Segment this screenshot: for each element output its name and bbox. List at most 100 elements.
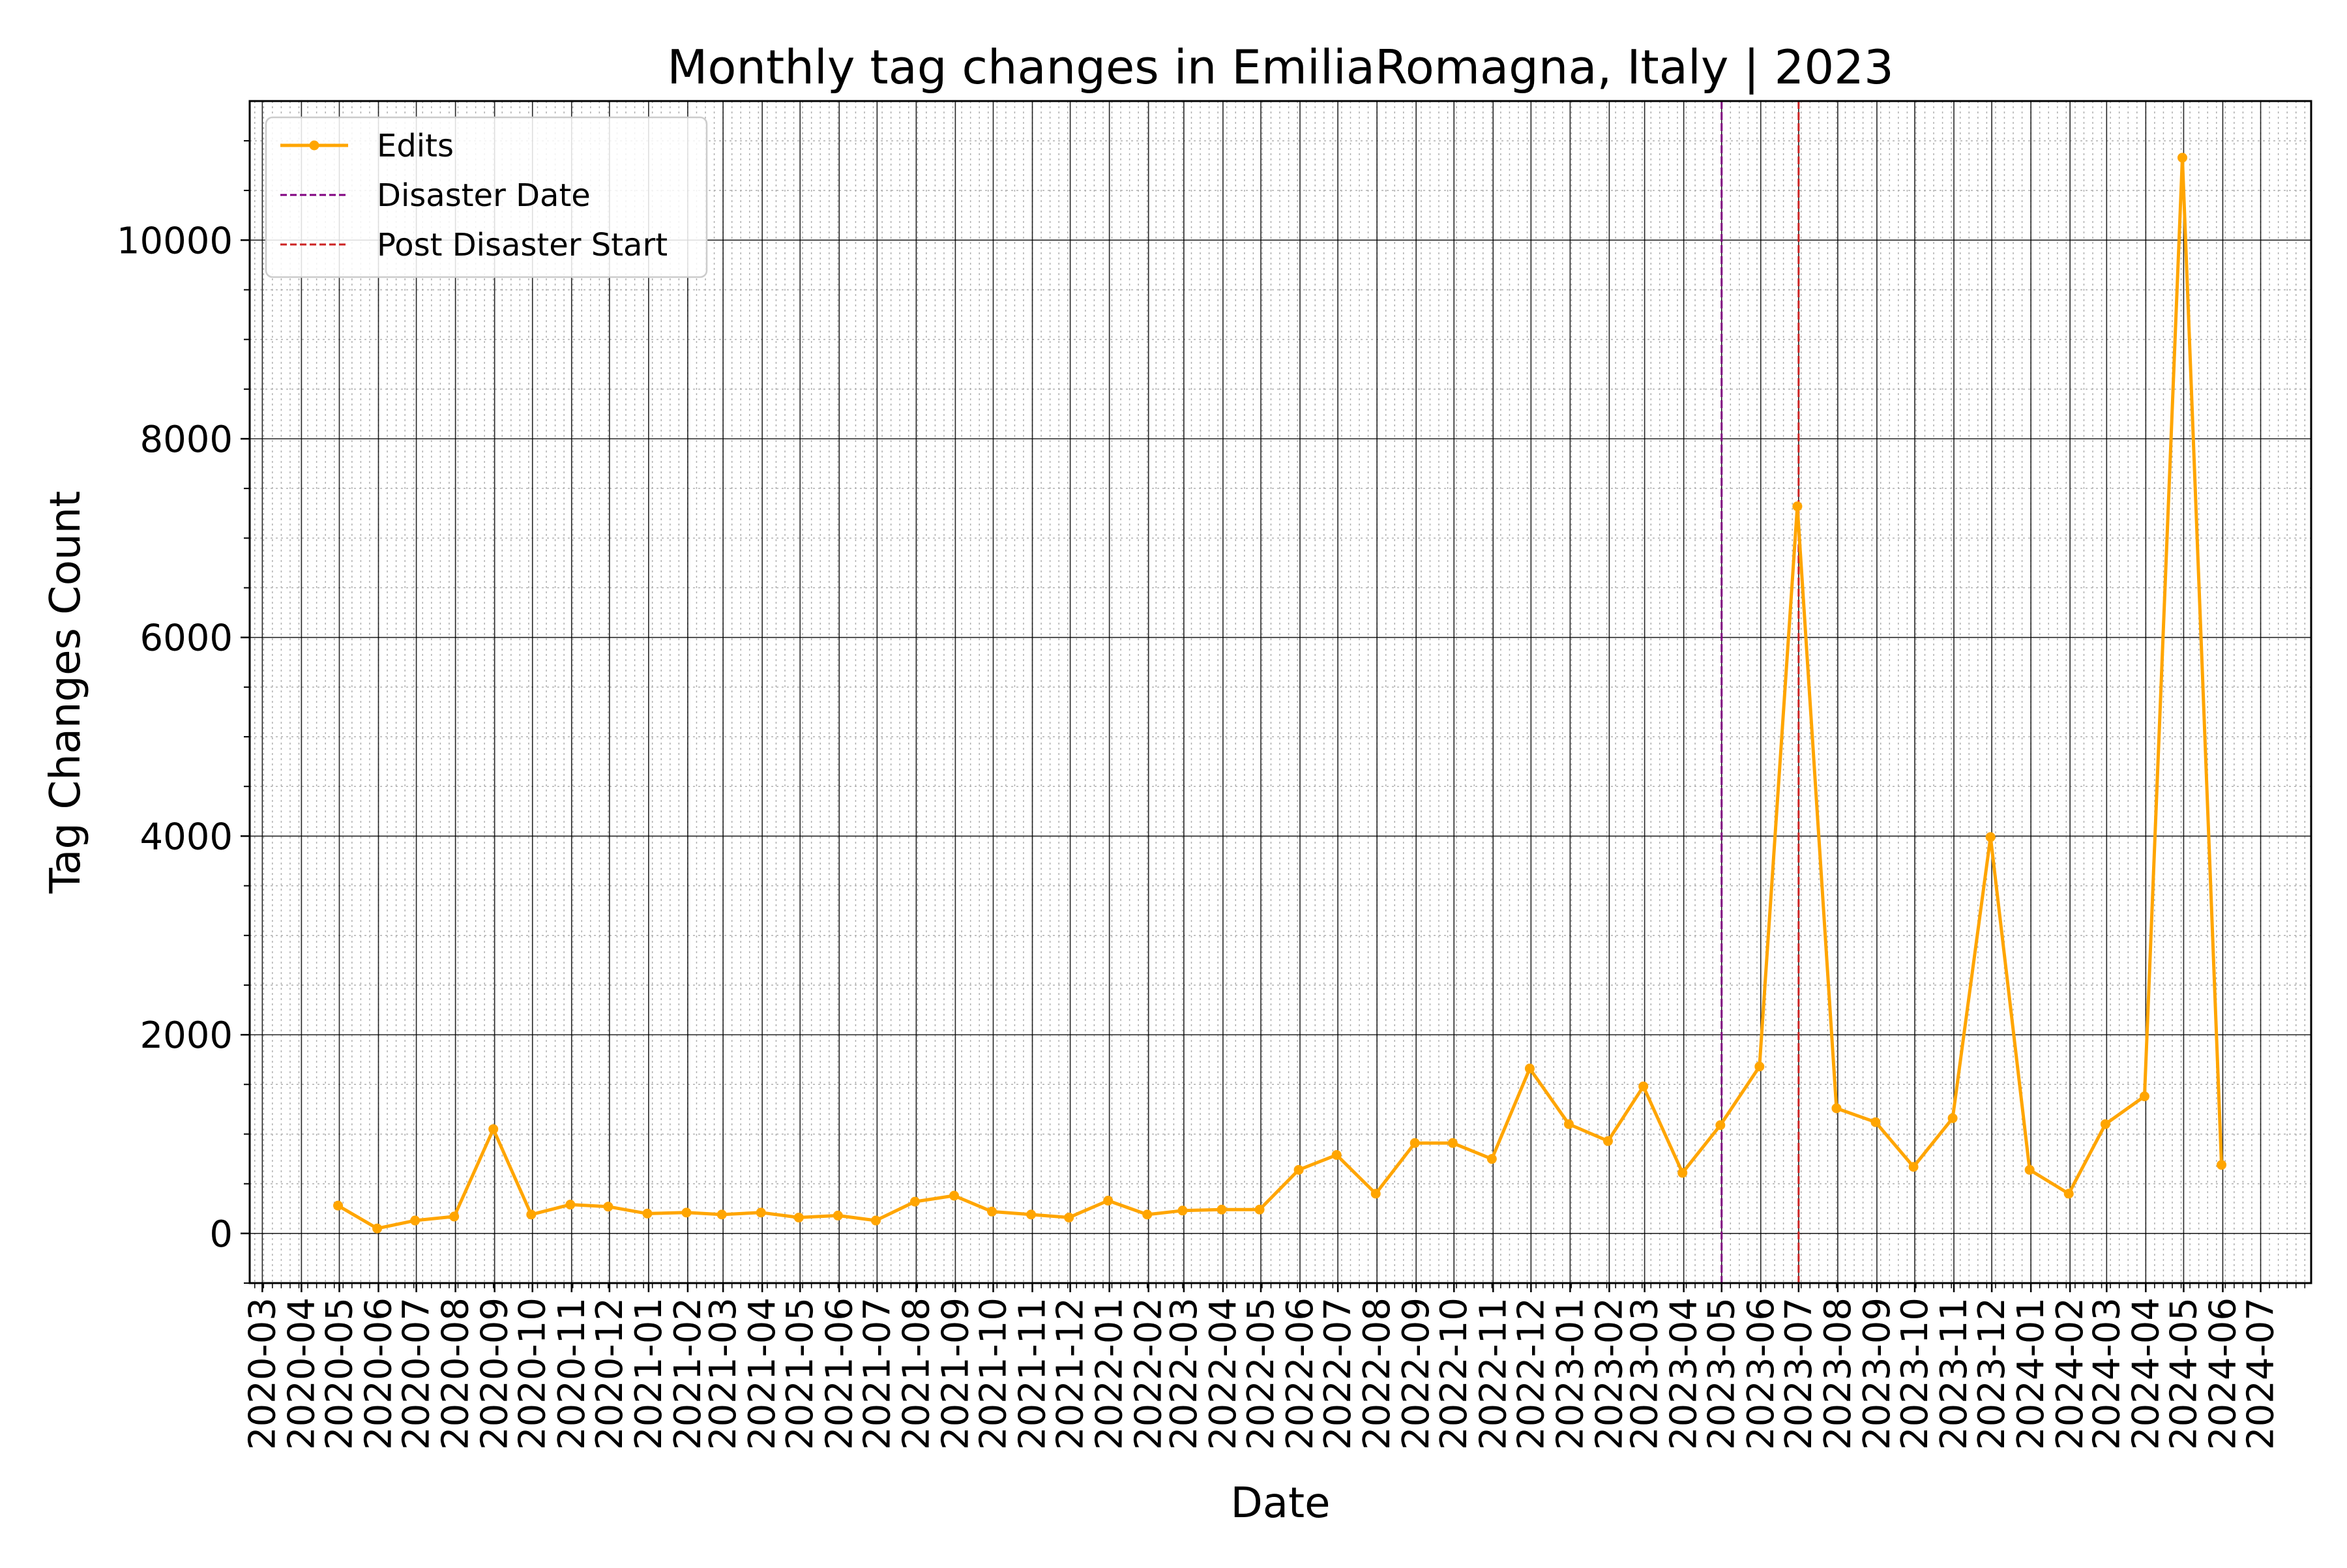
data-point [716, 1209, 727, 1220]
x-tick-label: 2022-12 [1510, 1297, 1552, 1450]
legend-label: Edits [377, 128, 454, 164]
x-tick-label: 2021-01 [628, 1297, 670, 1450]
x-tick-label: 2022-11 [1472, 1297, 1514, 1450]
x-tick-label: 2024-06 [2202, 1297, 2244, 1450]
x-tick-label: 2023-11 [1933, 1297, 1975, 1450]
x-tick-label: 2022-04 [1202, 1297, 1245, 1450]
data-point [833, 1210, 843, 1220]
data-point [372, 1223, 383, 1234]
chart-title: Monthly tag changes in EmiliaRomagna, It… [667, 40, 1894, 95]
legend-marker [309, 140, 319, 151]
x-tick-label: 2020-05 [318, 1297, 361, 1450]
x-tick-label: 2020-10 [512, 1297, 554, 1450]
data-point [909, 1196, 920, 1207]
data-point [565, 1200, 576, 1210]
y-tick-label: 2000 [140, 1014, 233, 1057]
legend-label: Disaster Date [377, 177, 591, 214]
data-point [949, 1191, 959, 1201]
data-point [1410, 1138, 1420, 1148]
x-tick-label: 2021-11 [1012, 1297, 1054, 1450]
x-tick-label: 2022-09 [1395, 1297, 1438, 1450]
x-tick-label: 2022-01 [1089, 1297, 1131, 1450]
minor-gridlines [250, 101, 2311, 1284]
y-tick-label: 6000 [140, 617, 233, 660]
data-point [2217, 1160, 2227, 1170]
data-point [870, 1215, 881, 1226]
data-point [1715, 1120, 1726, 1131]
data-point [1524, 1063, 1535, 1074]
data-point [526, 1209, 537, 1220]
x-tick-label: 2023-04 [1663, 1297, 1705, 1450]
x-tick-label: 2022-03 [1163, 1297, 1205, 1450]
x-tick-label: 2021-10 [972, 1297, 1014, 1450]
data-point [1754, 1061, 1765, 1072]
data-point [1103, 1196, 1114, 1206]
x-tick-label: 2021-05 [779, 1297, 821, 1450]
x-tick-label: 2024-01 [2010, 1297, 2052, 1450]
data-point [1792, 501, 1803, 512]
x-tick-label: 2022-02 [1128, 1297, 1170, 1450]
data-point [1254, 1204, 1265, 1215]
data-point [793, 1212, 804, 1222]
x-tick-label: 2023-07 [1778, 1297, 1820, 1450]
data-point [1293, 1164, 1304, 1175]
data-point [2063, 1189, 2074, 1199]
x-tick-label: 2021-06 [818, 1297, 861, 1450]
x-tick-label: 2023-01 [1549, 1297, 1591, 1450]
data-point [2100, 1119, 2110, 1129]
x-tick-label: 2021-09 [934, 1297, 977, 1450]
x-tick-label: 2023-08 [1817, 1297, 1859, 1450]
data-point [756, 1207, 766, 1218]
plot-frame [248, 100, 2312, 1284]
data-point [1947, 1113, 1958, 1123]
x-tick-label: 2022-06 [1279, 1297, 1321, 1450]
x-tick-label: 2020-11 [551, 1297, 593, 1450]
x-tick-label: 2023-03 [1624, 1297, 1666, 1450]
x-tick-label: 2023-09 [1856, 1297, 1898, 1450]
x-tick-label: 2020-09 [474, 1297, 516, 1450]
y-axis-label: Tag Changes Count [42, 491, 90, 894]
x-tick-label: 2021-02 [667, 1297, 709, 1450]
data-point [1870, 1117, 1881, 1127]
data-point [1026, 1209, 1037, 1220]
x-tick-label: 2021-03 [702, 1297, 745, 1450]
x-tick-label: 2020-07 [396, 1297, 438, 1450]
x-tick-label: 2021-12 [1050, 1297, 1092, 1450]
data-point [1370, 1189, 1381, 1199]
x-tick-label: 2024-04 [2125, 1297, 2167, 1450]
x-tick-label: 2022-07 [1317, 1297, 1359, 1450]
data-point [987, 1206, 997, 1217]
data-point [1064, 1212, 1074, 1222]
series-layer [333, 153, 2227, 1234]
x-axis-ticks: 2020-032020-042020-052020-062020-072020-… [241, 1283, 2306, 1450]
x-tick-label: 2023-06 [1740, 1297, 1782, 1450]
x-tick-label: 2020-06 [358, 1297, 400, 1450]
x-tick-label: 2021-08 [895, 1297, 937, 1450]
data-point [1447, 1138, 1458, 1148]
data-point [642, 1208, 653, 1219]
y-tick-label: 0 [209, 1213, 233, 1256]
data-point [1638, 1081, 1649, 1091]
data-point [1486, 1154, 1497, 1164]
x-tick-label: 2023-10 [1894, 1297, 1936, 1450]
x-tick-label: 2020-08 [435, 1297, 477, 1450]
x-tick-label: 2020-12 [589, 1297, 631, 1450]
data-point [1677, 1168, 1688, 1178]
legend-label: Post Disaster Start [377, 227, 668, 263]
series-line-edits [337, 156, 2223, 1230]
reference-lines [1720, 101, 1800, 1283]
major-gridlines [250, 101, 2311, 1283]
y-axis-ticks: 0 2000 4000 6000 8000 10000 [117, 140, 250, 1284]
data-point [333, 1200, 344, 1211]
x-axis-label: Date [1231, 1479, 1331, 1528]
data-point [1602, 1136, 1613, 1146]
x-tick-label: 2024-05 [2162, 1297, 2205, 1450]
data-point [488, 1124, 499, 1134]
data-point [1177, 1206, 1188, 1216]
y-tick-label: 10000 [117, 220, 233, 262]
data-point [1831, 1103, 1842, 1114]
data-point [681, 1207, 692, 1218]
legend: Edits Disaster Date Post Disaster Start [265, 116, 708, 278]
